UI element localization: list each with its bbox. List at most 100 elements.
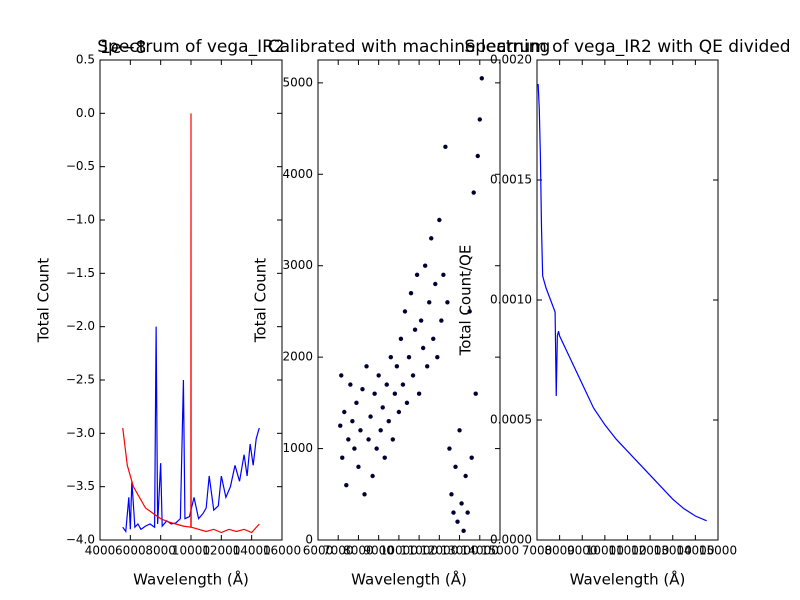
x-tick-label: 12000 [631, 544, 669, 558]
scatter-point [400, 382, 406, 387]
x-tick-label: 12000 [420, 544, 458, 558]
scatter-point [350, 418, 355, 424]
axes-frame [536, 59, 719, 541]
scatter-point [427, 300, 432, 305]
x-axis-label: Wavelength (Å) [351, 570, 467, 589]
scatter-point [376, 373, 381, 378]
scatter-point [445, 300, 450, 305]
x-tick-label: 14000 [676, 544, 714, 558]
scatter-point [443, 144, 448, 150]
y-axis-label: Total Count/QE [457, 245, 475, 357]
y-tick-label: 0.0005 [490, 413, 532, 427]
y-tick-label: −0.5 [66, 159, 95, 173]
scatter-point [396, 409, 402, 415]
y-tick-label: 0.0000 [490, 533, 532, 547]
scatter-point [360, 386, 365, 392]
y-tick-label: −4.0 [66, 533, 95, 547]
scatter-point [463, 473, 468, 479]
scatter-point [368, 414, 373, 419]
scatter-point [465, 510, 470, 515]
scatter-point [384, 382, 389, 387]
axes-frame [317, 59, 501, 541]
scatter-point [339, 373, 344, 378]
scatter-point [354, 400, 359, 406]
scatter-point [441, 272, 446, 278]
scatter-point [388, 354, 393, 360]
y-tick-label: 0.0010 [490, 293, 532, 307]
y-tick-label: −1.0 [66, 213, 95, 227]
y-tick-label: 2000 [282, 350, 313, 364]
y-tick-label: 0.0 [76, 106, 95, 120]
scatter-point [372, 391, 377, 396]
x-tick-label: 13000 [440, 544, 478, 558]
scatter-point [340, 455, 345, 460]
offset-text: 1e−8 [100, 38, 146, 58]
scatter-point [455, 519, 460, 524]
x-tick-label: 11000 [608, 544, 646, 558]
scatter-point [479, 76, 484, 81]
scatter-point [370, 473, 375, 479]
scatter-point [471, 190, 476, 195]
scatter-point [380, 405, 385, 410]
x-tick-label: 10000 [172, 544, 210, 558]
scatter-point [378, 428, 383, 433]
scatter-point [449, 492, 454, 497]
scatter-point [425, 364, 430, 369]
x-tick-label: 10000 [380, 544, 418, 558]
scatter-point [447, 446, 452, 451]
x-tick-label: 9000 [567, 544, 598, 558]
y-axis-label: Total Count [252, 258, 270, 343]
spectrum-line [537, 83, 707, 522]
scatter-point [437, 217, 442, 223]
scatter-point [418, 318, 424, 323]
x-tick-label: 8000 [145, 544, 176, 558]
scatter-point [342, 409, 347, 415]
scatter-point [348, 382, 353, 387]
scatter-point [459, 501, 464, 506]
scatter-point [457, 428, 462, 433]
y-tick-label: 0.5 [76, 53, 95, 67]
scatter-point [406, 354, 412, 360]
y-tick-label: −2.5 [66, 373, 95, 387]
scatter-point [362, 492, 367, 497]
x-tick-label: 15000 [481, 544, 519, 558]
y-tick-label: 1000 [282, 441, 313, 455]
scatter-point [366, 437, 371, 442]
scatter-point [408, 290, 414, 296]
x-tick-label: 8000 [343, 544, 374, 558]
scatter-point [473, 391, 478, 396]
scatter-point [451, 510, 456, 515]
x-tick-label: 6000 [115, 544, 146, 558]
y-tick-label: 3000 [282, 258, 313, 272]
scatter-point [410, 373, 416, 378]
y-tick-label: −1.5 [66, 266, 95, 280]
x-tick-label: 6000 [303, 544, 334, 558]
scatter-point [356, 464, 361, 470]
scatter-point [346, 437, 351, 442]
x-tick-label: 11000 [400, 544, 438, 558]
scatter-point [390, 437, 396, 442]
chart-title: Spectrum of vega_IR2 with QE divided [464, 37, 790, 57]
y-tick-label: −3.5 [66, 479, 95, 493]
x-tick-label: 7000 [522, 544, 553, 558]
scatter-point [404, 400, 410, 406]
x-tick-label: 7000 [323, 544, 354, 558]
scatter-point [475, 153, 480, 159]
chart-title: Spectrum of vega_IR2 [97, 37, 284, 57]
x-tick-label: 15000 [699, 544, 737, 558]
scatter-point [386, 418, 391, 424]
scatter-point [431, 336, 436, 342]
scatter-point [453, 464, 458, 470]
axes-frame [99, 59, 283, 541]
y-tick-label: 4000 [282, 167, 313, 181]
scatter-point [414, 272, 420, 278]
x-tick-label: 16000 [263, 544, 301, 558]
scatter-point [398, 336, 404, 342]
x-tick-label: 12000 [202, 544, 240, 558]
scatter-point [374, 446, 379, 451]
spectrum-line [122, 326, 260, 534]
scatter-point [467, 309, 472, 314]
y-axis-label: Total Count [35, 258, 53, 343]
scatter-point [344, 482, 349, 488]
scatter-point [433, 281, 438, 287]
